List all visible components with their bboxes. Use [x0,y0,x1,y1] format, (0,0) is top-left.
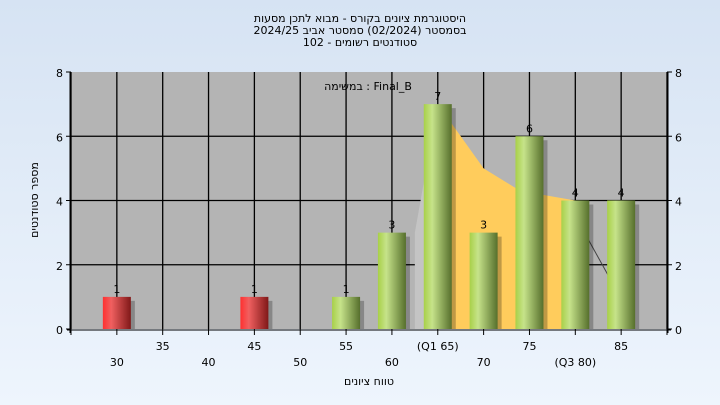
y-tick-label-left: 0 [56,324,63,337]
x-tick-label: 40 [202,356,216,369]
x-tick-label: 45 [247,340,261,353]
x-tick-label: (Q3 80) [554,356,596,369]
x-tick-label: 55 [339,340,353,353]
y-tick-label-right: 0 [675,324,682,337]
bar-value-label: 6 [526,122,533,135]
x-axis-label: טווח ציונים [344,375,394,388]
bar [102,296,131,329]
bar [607,200,636,329]
x-tick-label: 70 [477,356,491,369]
y-tick-label-right: 6 [675,131,682,144]
y-tick-label-right: 4 [675,196,682,209]
bar-value-label: 3 [480,219,487,232]
chart-title-line: בסמסטר (02/2024) סמסטר אביב 2024/25 [253,24,466,37]
x-tick-label: 30 [110,356,124,369]
y-tick-label-left: 8 [56,67,63,80]
bar [515,136,544,329]
bar [377,232,406,329]
y-tick-label-right: 8 [675,67,682,80]
bar-value-label: 4 [618,187,625,200]
y-tick-label-left: 4 [56,196,63,209]
x-tick-label: (Q1 65) [417,340,459,353]
chart-title-line: סטודנטים רשומים - 102 [303,36,417,49]
bar-value-label: 1 [251,283,258,296]
bar-value-label: 3 [388,219,395,232]
bar [240,296,269,329]
bar [332,296,361,329]
bar-value-label: 1 [343,283,350,296]
bar [423,104,452,329]
x-tick-label: 75 [522,340,536,353]
bar [469,232,498,329]
bar [561,200,590,329]
task-annotation: במשימה : Final_B [324,80,412,93]
x-tick-label: 35 [156,340,170,353]
bar-value-label: 4 [572,187,579,200]
bar-value-label: 7 [434,90,441,103]
bar-value-label: 1 [113,283,120,296]
x-tick-label: 60 [385,356,399,369]
chart-title-line: היסטוגרמת ציונים בקורס - מבוא לתכן מסעות [254,12,466,25]
y-tick-label-right: 2 [675,260,682,273]
x-tick-label: 85 [614,340,628,353]
x-tick-label: 50 [293,356,307,369]
y-tick-label-left: 2 [56,260,63,273]
y-tick-label-left: 6 [56,131,63,144]
y-axis-label: מספר סטודנטים [28,162,41,238]
